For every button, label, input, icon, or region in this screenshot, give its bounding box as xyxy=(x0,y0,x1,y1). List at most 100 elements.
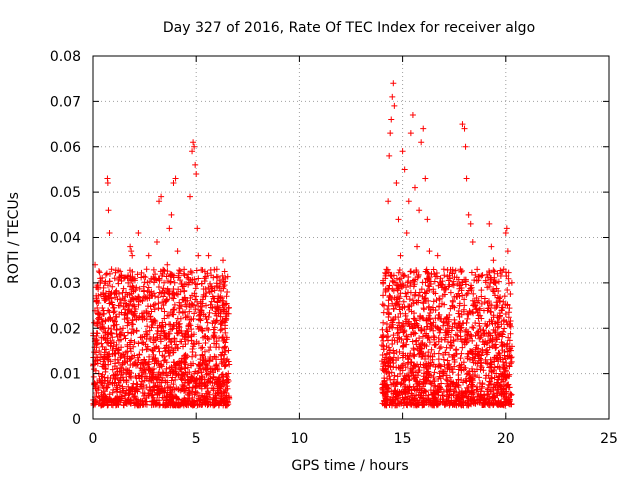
scatter-marker xyxy=(430,374,437,381)
data-point xyxy=(162,357,169,364)
data-point xyxy=(184,334,191,341)
scatter-marker xyxy=(430,361,437,368)
scatter-marker xyxy=(122,358,129,365)
data-point xyxy=(194,225,201,232)
scatter-marker xyxy=(399,362,406,369)
scatter-marker xyxy=(173,385,180,392)
scatter-marker xyxy=(168,344,175,351)
x-axis-ticks: 0 5 10 15 20 25 xyxy=(89,56,618,447)
scatter-marker xyxy=(462,377,469,384)
scatter-marker xyxy=(394,373,401,380)
scatter-marker xyxy=(435,389,442,396)
scatter-marker xyxy=(94,305,101,312)
scatter-marker xyxy=(218,326,225,333)
scatter-marker xyxy=(443,393,450,400)
scatter-marker xyxy=(407,350,414,357)
scatter-marker xyxy=(420,390,427,397)
scatter-marker xyxy=(402,390,409,397)
y-tick-label: 0.07 xyxy=(50,94,81,110)
scatter-marker xyxy=(129,326,136,333)
scatter-marker xyxy=(161,267,168,274)
scatter-marker xyxy=(399,305,406,312)
scatter-marker xyxy=(121,297,128,304)
scatter-marker xyxy=(198,280,205,287)
scatter-marker xyxy=(435,334,442,341)
scatter-marker xyxy=(426,283,433,290)
scatter-marker xyxy=(476,335,483,342)
data-point xyxy=(156,198,163,205)
data-point xyxy=(211,329,218,336)
scatter-marker xyxy=(136,285,143,292)
scatter-marker xyxy=(430,390,437,397)
data-point xyxy=(411,184,418,191)
scatter-marker xyxy=(223,293,230,300)
scatter-marker xyxy=(119,374,126,381)
scatter-marker xyxy=(390,305,397,312)
scatter-marker xyxy=(171,291,178,298)
scatter-marker xyxy=(415,273,422,280)
scatter-marker xyxy=(141,356,148,363)
scatter-marker xyxy=(166,394,173,401)
scatter-marker xyxy=(111,275,118,282)
scatter-marker xyxy=(172,402,179,409)
data-point xyxy=(488,243,495,250)
scatter-marker xyxy=(385,362,392,369)
scatter-marker xyxy=(205,336,212,343)
scatter-marker xyxy=(507,330,514,337)
scatter-marker xyxy=(113,326,120,333)
y-tick-label: 0.06 xyxy=(50,140,81,156)
scatter-marker xyxy=(223,336,230,343)
scatter-marker xyxy=(490,288,497,295)
data-point xyxy=(386,152,393,159)
scatter-marker xyxy=(182,361,189,368)
scatter-marker xyxy=(106,309,113,316)
scatter-marker xyxy=(450,278,457,285)
scatter-marker xyxy=(115,379,122,386)
scatter-marker xyxy=(95,384,102,391)
scatter-marker xyxy=(166,352,173,359)
data-point xyxy=(407,130,414,137)
scatter-marker xyxy=(162,348,169,355)
scatter-marker xyxy=(485,395,492,402)
x-tick-label: 15 xyxy=(394,431,412,447)
scatter-marker xyxy=(390,332,397,339)
data-point xyxy=(116,302,123,309)
scatter-marker xyxy=(144,343,151,350)
scatter-marker xyxy=(150,339,157,346)
scatter-marker xyxy=(462,335,469,342)
scatter-marker xyxy=(163,372,170,379)
scatter-marker xyxy=(394,285,401,292)
scatter-marker xyxy=(454,382,461,389)
scatter-marker xyxy=(127,348,134,355)
scatter-marker xyxy=(135,314,142,321)
scatter-marker xyxy=(413,299,420,306)
data-point xyxy=(399,148,406,155)
scatter-marker xyxy=(224,310,231,317)
scatter-marker xyxy=(394,379,401,386)
scatter-marker xyxy=(502,368,509,375)
scatter-marker xyxy=(138,359,145,366)
scatter-marker xyxy=(161,279,168,286)
scatter-marker xyxy=(463,371,470,378)
scatter-marker xyxy=(191,377,198,384)
scatter-marker xyxy=(145,284,152,291)
scatter-marker xyxy=(151,387,158,394)
scatter-marker xyxy=(407,282,414,289)
scatter-marker xyxy=(96,269,103,276)
scatter-marker xyxy=(217,397,224,404)
scatter-marker xyxy=(470,325,477,332)
scatter-marker xyxy=(411,386,418,393)
data-point xyxy=(459,121,466,128)
scatter-marker xyxy=(103,339,110,346)
scatter-marker xyxy=(415,363,422,370)
scatter-marker xyxy=(453,402,460,409)
scatter-marker xyxy=(484,388,491,395)
scatter-marker xyxy=(431,369,438,376)
scatter-marker xyxy=(458,267,465,274)
data-point xyxy=(383,270,390,277)
scatter-marker xyxy=(169,368,176,375)
scatter-marker xyxy=(123,314,130,321)
scatter-marker xyxy=(446,325,453,332)
scatter-marker xyxy=(406,377,413,384)
scatter-marker xyxy=(125,319,132,326)
